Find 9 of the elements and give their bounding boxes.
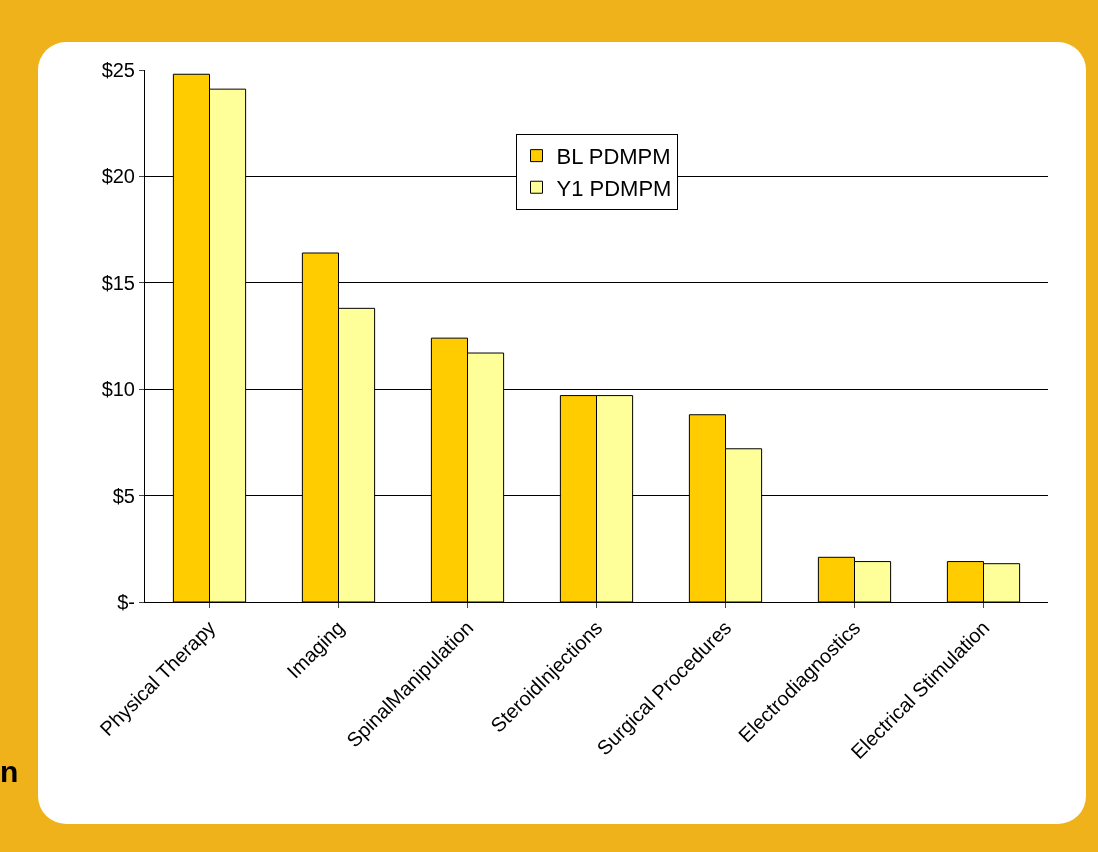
- y-tick-label: $10: [101, 378, 135, 401]
- y-tick-label: $25: [101, 59, 135, 81]
- legend-label: Y1 PDMPM: [556, 175, 672, 201]
- y-tick-label: $-: [117, 591, 135, 613]
- y-tick-label: $20: [101, 165, 135, 188]
- y-tick-label: $15: [101, 271, 135, 294]
- y-tick-label: $5: [112, 484, 135, 507]
- legend-label: BL PDMPM: [556, 144, 671, 170]
- text: n: [0, 755, 19, 789]
